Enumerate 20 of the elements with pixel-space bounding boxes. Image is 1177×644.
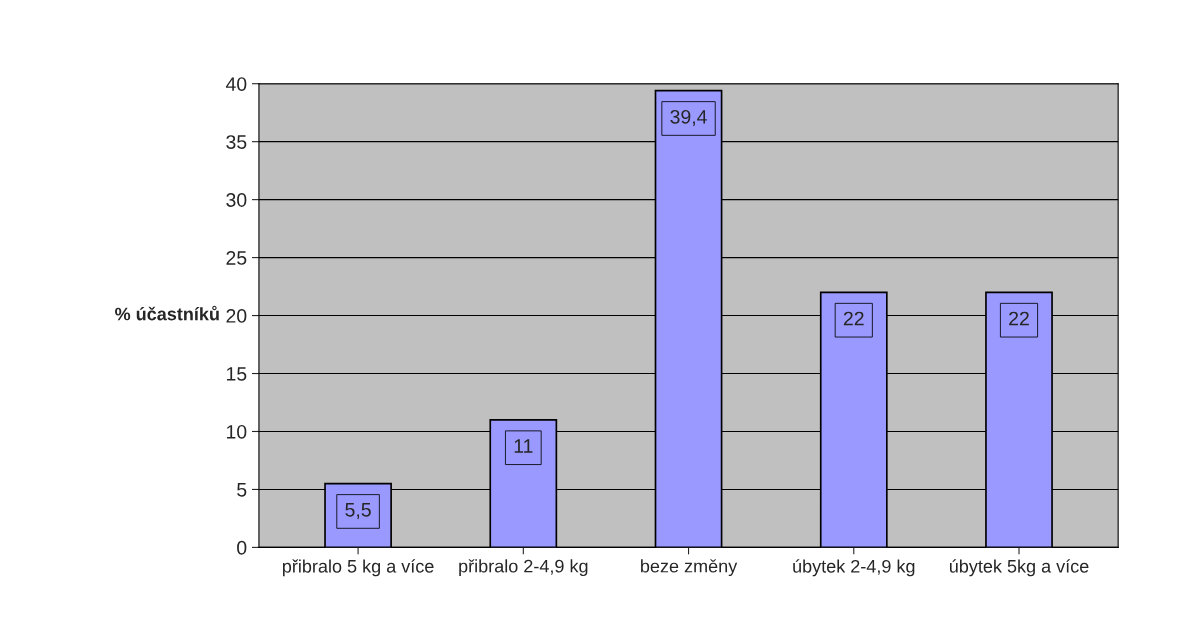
y-tick-label: 15 bbox=[226, 367, 247, 381]
y-tick-label: 10 bbox=[226, 424, 247, 439]
data-label: 22 bbox=[1009, 311, 1029, 326]
y-tick-label: 25 bbox=[226, 251, 247, 265]
data-label: 11 bbox=[514, 439, 533, 453]
y-tick-label: 35 bbox=[226, 135, 247, 149]
y-tick-label: 30 bbox=[226, 193, 247, 207]
x-tick-label: beze změny bbox=[641, 559, 738, 577]
x-tick-label: přibralo 2-4,9 kg bbox=[459, 559, 588, 577]
y-tick-label: 5 bbox=[237, 483, 247, 497]
x-tick-label: úbytek 2-4,9 kg bbox=[793, 559, 915, 577]
y-tick-label: 40 bbox=[225, 77, 247, 91]
y-axis-title: % účastníků bbox=[115, 305, 219, 321]
y-tick-label: 20 bbox=[226, 309, 247, 323]
data-label: 39,4 bbox=[670, 109, 707, 127]
data-label: 5,5 bbox=[345, 503, 371, 519]
x-tick-label: přibralo 5 kg a více bbox=[282, 559, 434, 577]
y-tick-label: 0 bbox=[237, 540, 247, 555]
data-label: 22 bbox=[843, 311, 864, 326]
x-tick-label: úbytek 5kg a více bbox=[949, 559, 1089, 577]
